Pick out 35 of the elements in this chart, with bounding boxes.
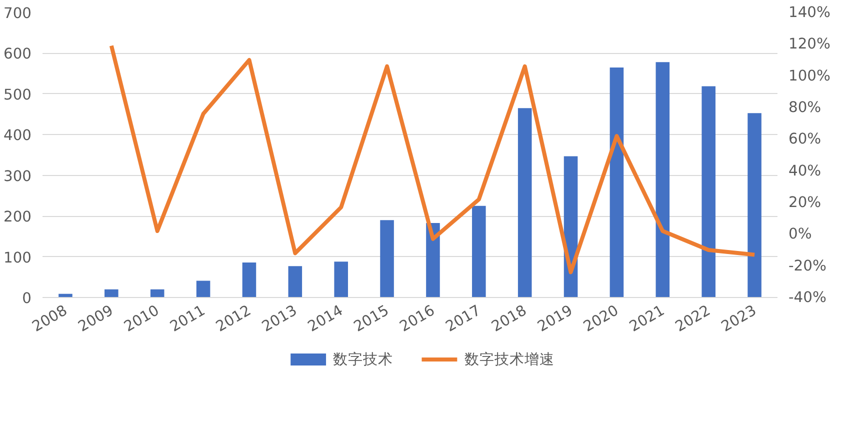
y2-tick-label: 80% <box>788 99 822 116</box>
y-tick-label: 400 <box>4 127 32 144</box>
legend-label: 数字技术增速 <box>464 351 554 368</box>
bar <box>656 62 670 298</box>
line-series <box>109 44 757 274</box>
bar <box>610 67 624 298</box>
y2-tick-label: -40% <box>788 289 826 306</box>
y2-tick-label: 100% <box>788 67 830 84</box>
bar <box>288 266 302 298</box>
bar <box>426 222 440 298</box>
y-tick-label: 100 <box>4 249 32 266</box>
y2-tick-label: 120% <box>788 36 830 53</box>
y2-tick-label: 20% <box>788 194 822 211</box>
bar <box>472 206 486 298</box>
y-tick-label: 0 <box>22 290 32 307</box>
y2-tick-label: 60% <box>788 130 822 148</box>
legend-label: 数字技术 <box>333 351 394 368</box>
bar <box>748 113 762 298</box>
y2-tick-label: -20% <box>788 257 826 274</box>
bar <box>518 108 532 298</box>
y-tick-label: 600 <box>4 46 32 63</box>
y-tick-label: 300 <box>4 168 32 185</box>
y2-tick-label: 40% <box>788 162 822 180</box>
y2-tick-label: 0% <box>788 226 812 243</box>
bar <box>334 262 348 298</box>
bar <box>702 86 716 298</box>
bar <box>380 220 394 298</box>
bar <box>196 280 210 298</box>
bar <box>150 289 164 298</box>
bar <box>242 262 256 298</box>
y-tick-label: 500 <box>4 86 32 104</box>
y2-tick-label: 140% <box>788 4 830 21</box>
y-tick-label: 700 <box>4 5 32 22</box>
y-tick-label: 200 <box>4 208 32 226</box>
bar <box>104 289 118 298</box>
